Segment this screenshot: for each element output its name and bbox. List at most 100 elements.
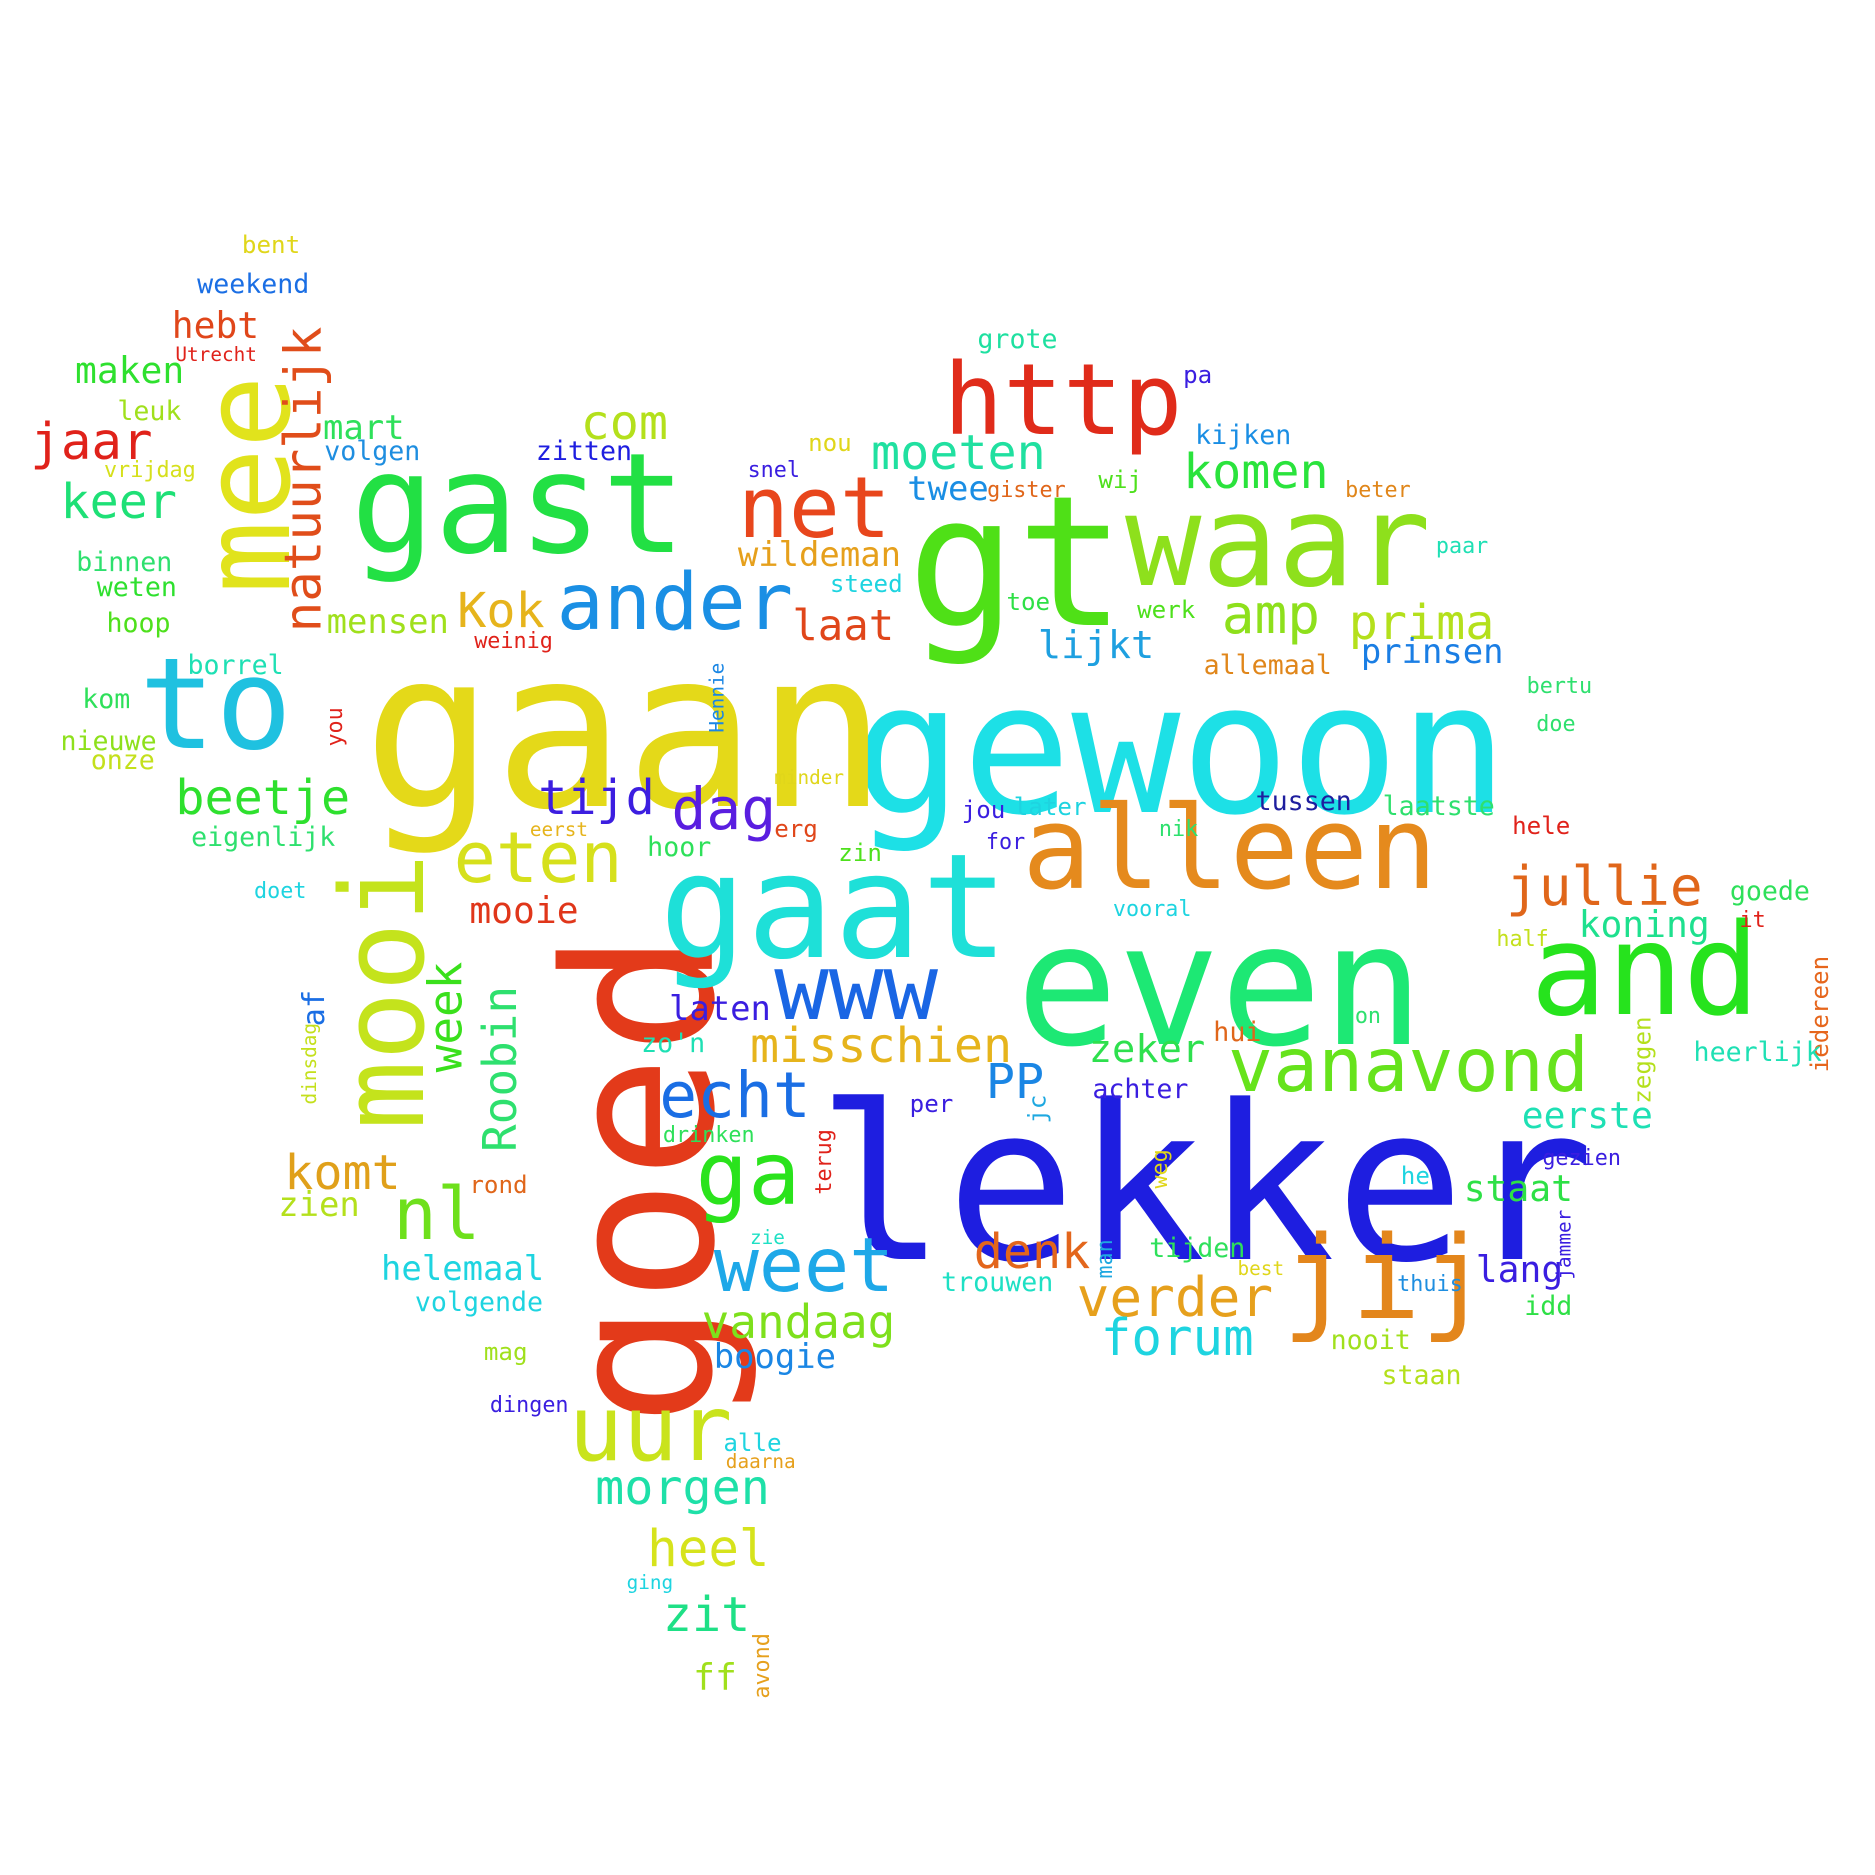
word-verder: verder: [1076, 1265, 1274, 1330]
word-gaat: gaat: [659, 822, 1009, 992]
word-jaar: jaar: [30, 412, 153, 472]
word-weekend: weekend: [197, 269, 310, 301]
word-you: you: [322, 707, 348, 747]
word-laat: laat: [792, 600, 895, 650]
word-hui: hui: [1213, 1016, 1262, 1048]
word-net: net: [737, 457, 891, 557]
word-later: later: [1013, 792, 1087, 821]
word-alle: alle: [723, 1429, 782, 1458]
word-paar: paar: [1435, 533, 1489, 559]
word-terug: terug: [811, 1128, 837, 1195]
word-bertu: bertu: [1526, 674, 1593, 700]
word-man: man: [1093, 1239, 1119, 1279]
word-eigenlijk: eigenlijk: [191, 822, 336, 853]
word-ff: ff: [693, 1655, 737, 1699]
word-alleen: alleen: [1022, 782, 1438, 917]
word-daarna: daarna: [725, 1449, 796, 1473]
word-nl: nl: [393, 1173, 481, 1258]
word-lang: lang: [1475, 1248, 1564, 1292]
word-gt: gt: [907, 456, 1126, 668]
word-heerlijk: heerlijk: [1693, 1037, 1822, 1069]
word-toe: toe: [1006, 588, 1051, 617]
word-staat: staat: [1463, 1166, 1573, 1210]
word-mooie: mooie: [469, 888, 579, 932]
word-vrijdag: vrijdag: [104, 457, 196, 483]
word-grote: grote: [977, 323, 1058, 355]
word-allemaal: allemaal: [1203, 650, 1332, 682]
word-http: http: [943, 342, 1183, 458]
word-ga: ga: [695, 1123, 801, 1226]
word-gaan: gaan: [362, 604, 888, 858]
word-boogie: boogie: [713, 1337, 837, 1377]
word-gewoon: gewoon: [852, 644, 1509, 856]
word-nou: nou: [808, 428, 852, 457]
word-gister: gister: [987, 478, 1066, 504]
word-denk: denk: [973, 1223, 1091, 1280]
word-beetje: beetje: [175, 770, 351, 827]
word-doe: doe: [1536, 711, 1576, 737]
word-tijden: tijden: [1149, 1233, 1246, 1265]
word-kom: kom: [82, 684, 131, 716]
word-wildeman: wildeman: [737, 535, 901, 575]
word-forum: forum: [1100, 1307, 1254, 1367]
word-prima: prima: [1348, 594, 1495, 651]
word-jc: jc: [1023, 1094, 1052, 1124]
word-tussen: tussen: [1255, 785, 1352, 817]
word-to: to: [139, 630, 293, 779]
word-natuurlijk: natuurlijk: [273, 326, 333, 633]
word-vanavond: vanavond: [1227, 1021, 1590, 1110]
word-tijd: tijd: [538, 770, 655, 827]
word-moeten: moeten: [870, 425, 1046, 482]
word-achter: achter: [1092, 1073, 1189, 1105]
word-echt: echt: [659, 1058, 811, 1132]
word-zo-n: zo'n: [641, 1027, 706, 1059]
word-vooral: vooral: [1112, 896, 1192, 922]
word-nik: nik: [1158, 816, 1199, 842]
word-idd: idd: [1524, 1291, 1573, 1323]
word-prinsen: prinsen: [1360, 632, 1504, 672]
word-eten: eten: [453, 816, 623, 899]
word-heel: heel: [647, 1519, 770, 1579]
word-snel: snel: [747, 457, 800, 483]
word-he: he: [1400, 1161, 1430, 1190]
word-com: com: [580, 395, 669, 452]
word-gezien: gezien: [1542, 1145, 1621, 1171]
word-weten: weten: [96, 571, 177, 603]
word-on: on: [1354, 1004, 1382, 1030]
word-dag: dag: [671, 775, 777, 844]
word-half: half: [1496, 927, 1549, 953]
word-avond: avond: [750, 1633, 776, 1699]
word-binnen: binnen: [76, 547, 173, 579]
word-jij: jij: [1282, 1211, 1490, 1346]
word-drinken: drinken: [662, 1123, 755, 1148]
word-uur: uur: [568, 1377, 733, 1483]
word-twee: twee: [907, 468, 989, 508]
word-zeker: zeker: [1088, 1026, 1206, 1072]
word-helemaal: helemaal: [381, 1249, 545, 1289]
word-weinig: weinig: [474, 629, 553, 655]
word-onze: onze: [90, 744, 155, 776]
word-www: www: [774, 935, 939, 1041]
word-hoor: hoor: [647, 831, 712, 863]
word-jullie: jullie: [1506, 853, 1703, 918]
word-eerst: eerst: [529, 818, 589, 842]
word-lijkt: lijkt: [1037, 622, 1155, 668]
word-lekker: lekker: [816, 1058, 1595, 1310]
word-zien: zien: [278, 1184, 360, 1224]
word-dingen: dingen: [489, 1392, 569, 1418]
word-kijken: kijken: [1195, 420, 1292, 452]
word-pp: PP: [985, 1054, 1045, 1111]
word-keer: keer: [60, 473, 177, 530]
word-dinsdag: dinsdag: [297, 1022, 321, 1105]
word-laatste: laatste: [1382, 790, 1495, 822]
word-minder: minder: [774, 766, 845, 790]
word-vandaag: vandaag: [701, 1295, 896, 1350]
word-bent: bent: [241, 231, 301, 260]
word-gast: gast: [350, 423, 686, 586]
word-volgen: volgen: [324, 436, 421, 468]
word-misschien: misschien: [750, 1018, 1013, 1075]
word-ander: ander: [556, 555, 794, 648]
word-best: best: [1237, 1257, 1285, 1281]
word-thuis: thuis: [1397, 1271, 1463, 1297]
